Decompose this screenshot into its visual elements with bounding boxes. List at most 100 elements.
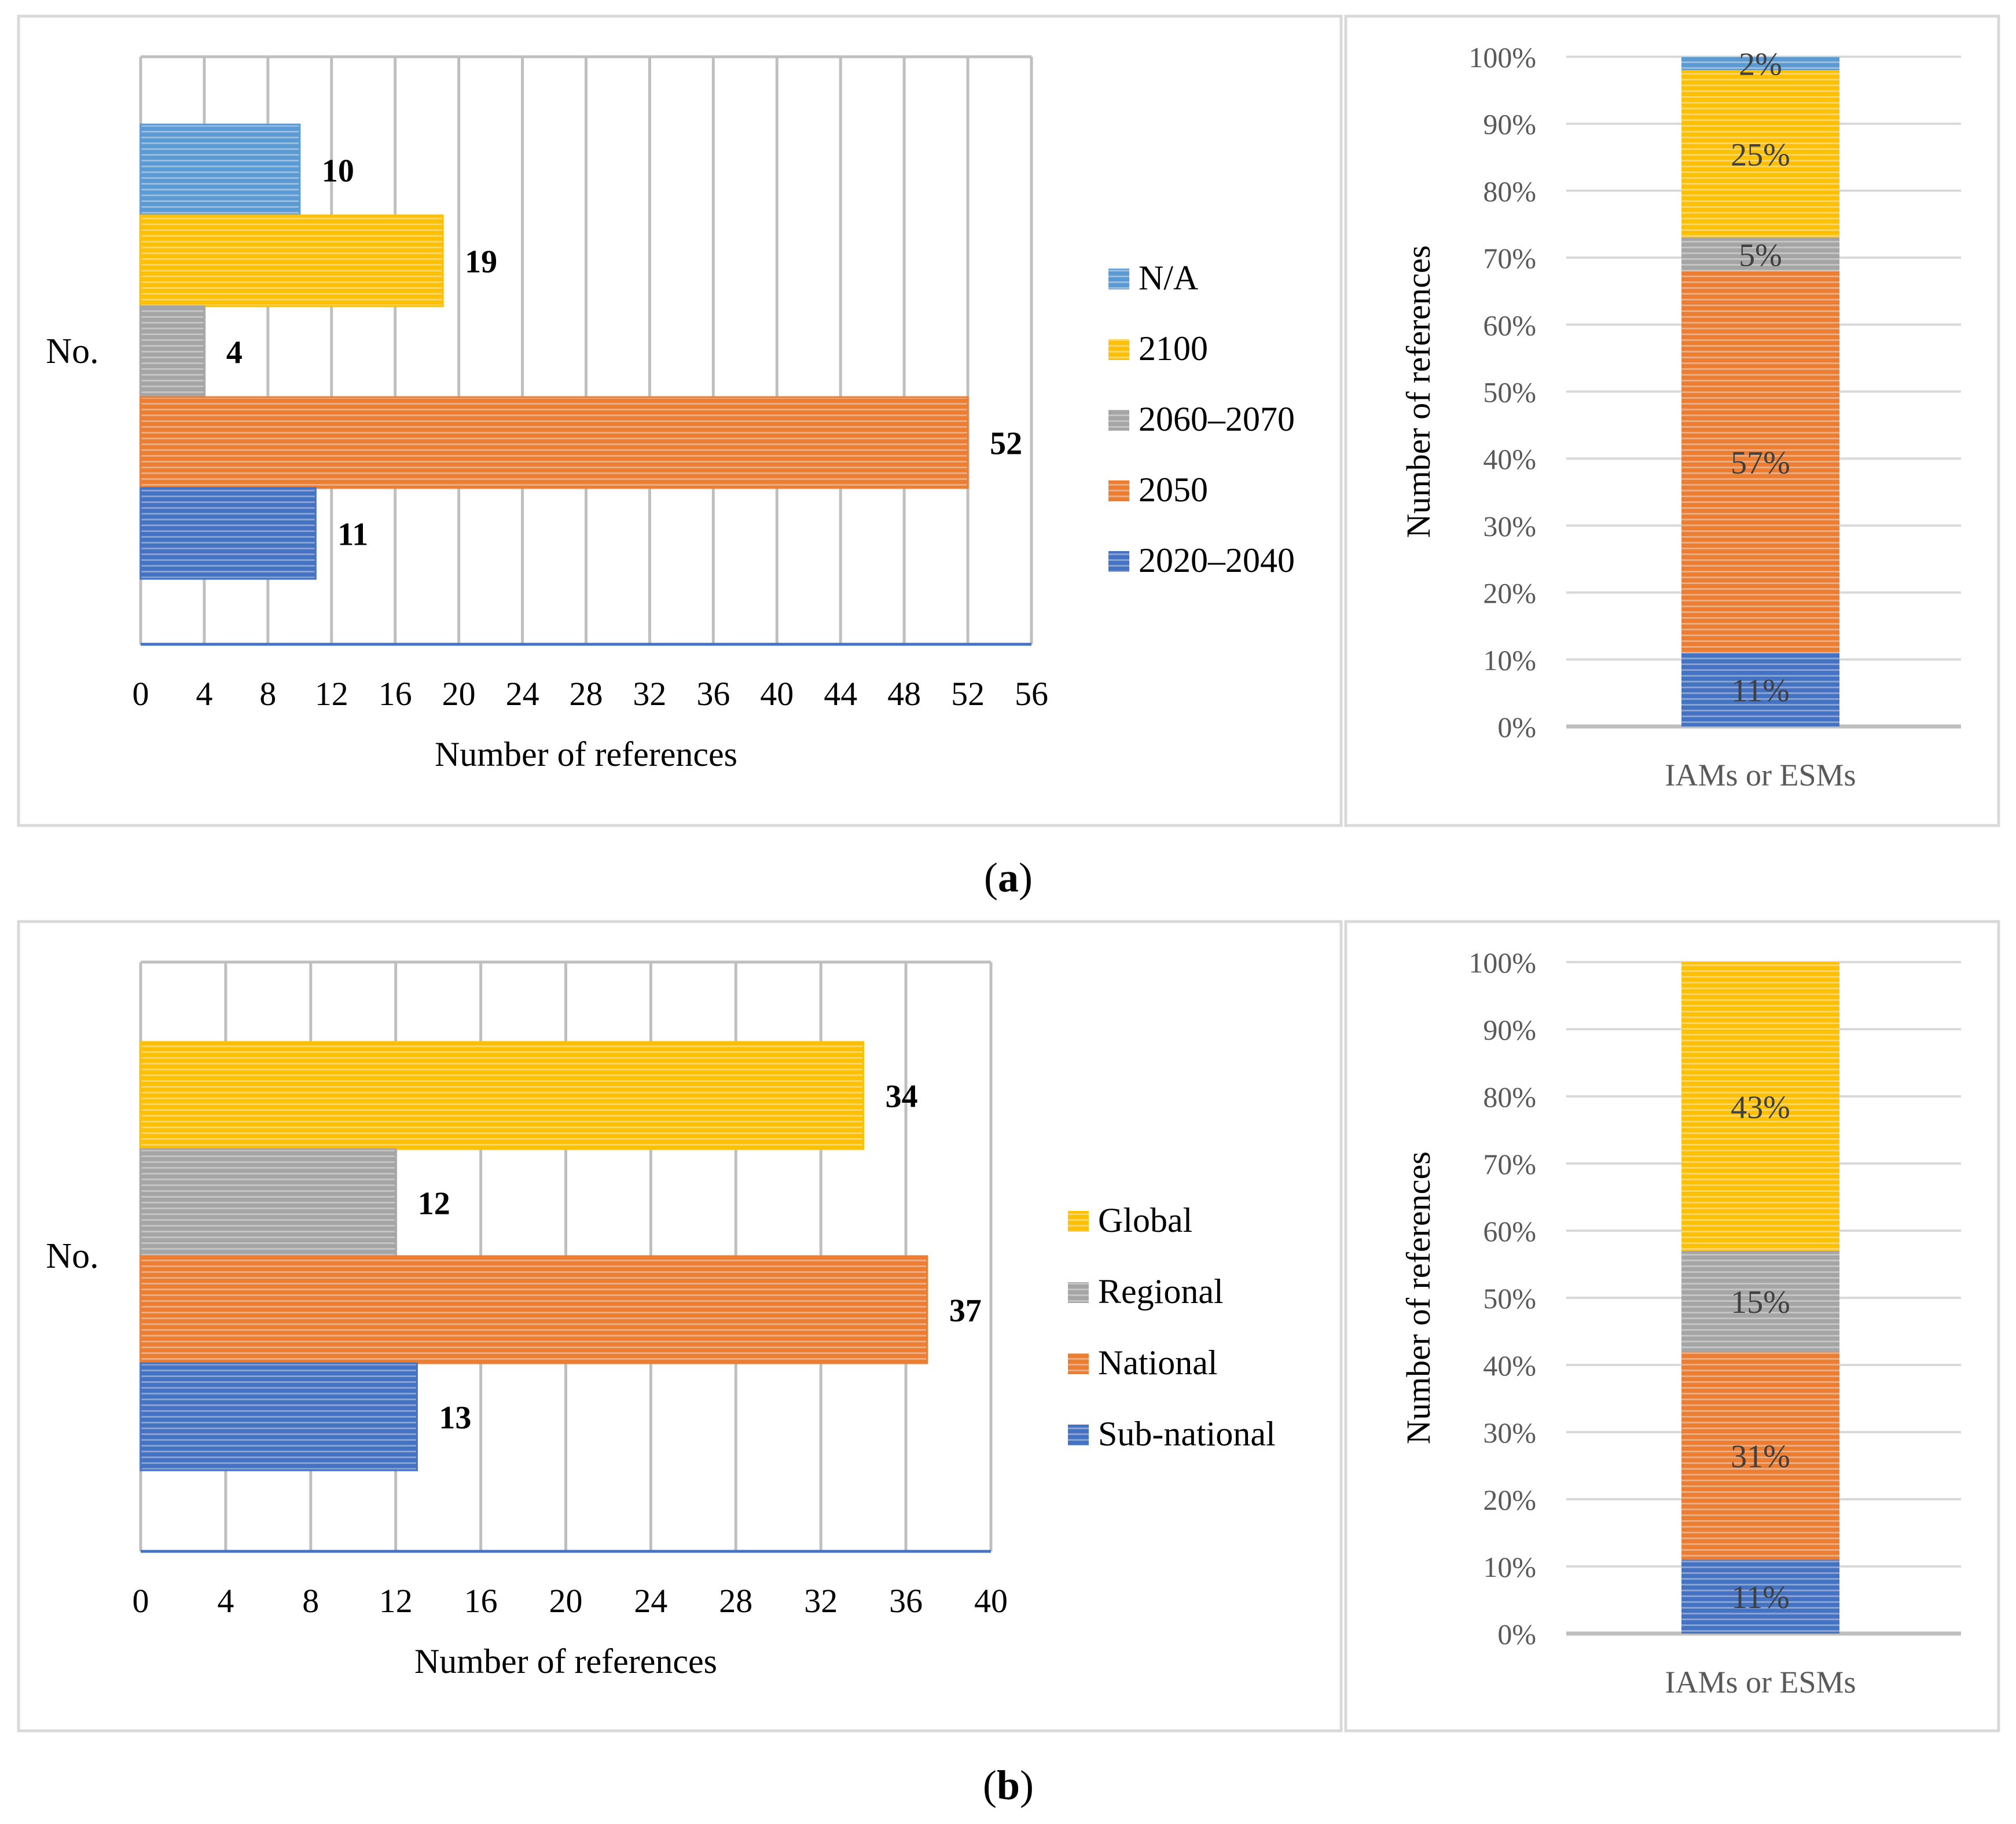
data-label-2050: 52	[990, 426, 1022, 462]
x-tick-label: 0	[133, 675, 149, 713]
y-tick-label: 80%	[1483, 1081, 1536, 1113]
segment-label-2050: 57%	[1731, 445, 1790, 481]
y-axis-title: Number of references	[1400, 245, 1437, 538]
x-tick-label: 8	[259, 675, 276, 713]
panel-b-bar-frame	[17, 920, 1343, 1733]
chart-a-stack: 0% 10% 20% 30% 40% 50% 60% 70% 80% 90% 100% 11% 57% 5…	[1400, 41, 1961, 792]
y-tick-label: 40%	[1483, 1349, 1536, 1382]
y-tick-label: 30%	[1483, 1416, 1536, 1449]
y-tick-label: 90%	[1483, 1014, 1536, 1046]
segment-2100	[1681, 70, 1839, 238]
legend-label-2100: 2100	[1139, 329, 1208, 368]
chart-b-stack: 0% 10% 20% 30% 40% 50% 60% 70% 80% 90% 100% 11% 31% 1…	[1400, 946, 1961, 1700]
y-tick-label: 60%	[1483, 1215, 1536, 1247]
y-tick-label: 0%	[1497, 711, 1536, 743]
y-tick-label: 100%	[1468, 946, 1536, 979]
legend-label-n-a: N/A	[1139, 259, 1198, 297]
x-tick-label: 40	[760, 675, 794, 713]
segment-global	[1681, 962, 1839, 1251]
y-tick-label: 10%	[1483, 1551, 1536, 1583]
data-label-sub-national: 13	[439, 1400, 471, 1436]
category-label: No.	[46, 332, 98, 371]
bar-n-a	[139, 123, 301, 216]
bar-global	[139, 1041, 865, 1150]
data-label-regional: 12	[418, 1186, 450, 1222]
segment-label-2100: 25%	[1731, 137, 1790, 173]
y-tick-label: 90%	[1483, 108, 1536, 141]
segment-label-2060-2070: 5%	[1739, 237, 1782, 273]
y-tick-label: 60%	[1483, 309, 1536, 342]
legend-swatch-regional	[1068, 1282, 1089, 1303]
bar-2060-2070	[139, 305, 205, 398]
legend-label-regional: Regional	[1098, 1272, 1224, 1311]
segment-2050	[1681, 271, 1839, 653]
y-tick-label: 80%	[1483, 175, 1536, 207]
y-tick-label: 20%	[1483, 1484, 1536, 1516]
panel-b-stack-frame	[1344, 920, 2000, 1733]
segment-2020-2040	[1681, 652, 1839, 726]
bar-national	[139, 1255, 928, 1364]
legend-label-2050: 2050	[1139, 471, 1208, 509]
y-axis-title: Number of references	[1400, 1151, 1437, 1444]
segment-label-regional: 15%	[1731, 1284, 1790, 1320]
segment-label-sub-national: 11%	[1731, 1580, 1790, 1616]
x-category-label: IAMs or ESMs	[1665, 758, 1856, 792]
chart-a-bar: 0 4 8 12 16 20 24 28 32 36 40 44 48 52 56101945211No.N…	[46, 55, 1295, 773]
y-tick-label: 0%	[1497, 1618, 1536, 1650]
segment-label-global: 43%	[1731, 1089, 1790, 1125]
x-tick-label: 20	[549, 1582, 583, 1620]
legend-swatch-n-a	[1108, 269, 1129, 289]
x-tick-label: 48	[887, 675, 921, 713]
bar-2100	[139, 214, 444, 307]
panel-label-b-letter: b	[997, 1762, 1020, 1808]
legend-label-2060-2070: 2060–2070	[1139, 400, 1295, 438]
x-tick-label: 56	[1015, 675, 1048, 713]
y-tick-label: 40%	[1483, 443, 1536, 475]
legend-swatch-global	[1068, 1211, 1089, 1232]
panel-label-a-letter: a	[998, 854, 1019, 901]
data-label-global: 34	[886, 1079, 918, 1115]
panel-label-b: (b)	[983, 1762, 1034, 1808]
x-category-label: IAMs or ESMs	[1665, 1665, 1856, 1700]
segment-n-a	[1681, 57, 1839, 71]
segment-regional	[1681, 1250, 1839, 1352]
y-tick-label: 20%	[1483, 577, 1536, 610]
data-label-national: 37	[949, 1293, 982, 1329]
bar-regional	[139, 1148, 397, 1257]
x-tick-label: 24	[634, 1582, 667, 1620]
legend-swatch-2020-2040	[1108, 551, 1129, 572]
y-tick-label: 100%	[1468, 41, 1536, 74]
y-tick-label: 30%	[1483, 510, 1536, 542]
y-tick-label: 50%	[1483, 1282, 1536, 1315]
segment-2060-2070	[1681, 237, 1839, 271]
bar-2020-2040	[139, 487, 317, 580]
x-tick-label: 40	[974, 1582, 1008, 1620]
x-tick-label: 0	[133, 1582, 149, 1620]
legend-swatch-national	[1068, 1353, 1089, 1374]
x-axis-title: Number of references	[414, 1642, 717, 1680]
x-axis-title: Number of references	[435, 735, 737, 773]
segment-label-n-a: 2%	[1739, 47, 1782, 83]
panel-label-a: (a)	[984, 854, 1033, 901]
x-tick-label: 8	[302, 1582, 319, 1620]
x-tick-label: 32	[633, 675, 666, 713]
data-label-2020-2040: 11	[337, 517, 368, 553]
bar-sub-national	[139, 1362, 418, 1471]
x-tick-label: 52	[951, 675, 985, 713]
x-tick-label: 4	[196, 675, 212, 713]
x-tick-label: 32	[804, 1582, 838, 1620]
x-tick-label: 12	[315, 675, 348, 713]
segment-label-national: 31%	[1731, 1439, 1790, 1475]
segment-national	[1681, 1351, 1839, 1560]
legend-swatch-2060-2070	[1108, 410, 1129, 431]
legend-swatch-2050	[1108, 480, 1129, 501]
y-tick-label: 70%	[1483, 242, 1536, 274]
data-label-n-a: 10	[322, 153, 354, 189]
legend-label-2020-2040: 2020–2040	[1139, 541, 1295, 579]
x-tick-label: 16	[379, 675, 412, 713]
segment-sub-national	[1681, 1559, 1839, 1634]
chart-b-bar: 0 4 8 12 16 20 24 28 32 36 40 34 12 37 13 No. Number of …	[46, 960, 1276, 1680]
panel-a-stack-frame	[1344, 14, 2000, 827]
legend-label-sub-national: Sub-national	[1098, 1415, 1276, 1453]
